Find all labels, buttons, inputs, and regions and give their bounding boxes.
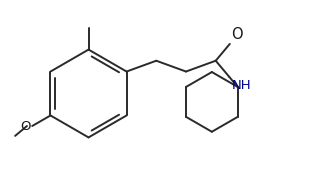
Text: O: O [232,27,243,42]
Text: NH: NH [232,79,251,92]
Text: O: O [20,119,31,133]
